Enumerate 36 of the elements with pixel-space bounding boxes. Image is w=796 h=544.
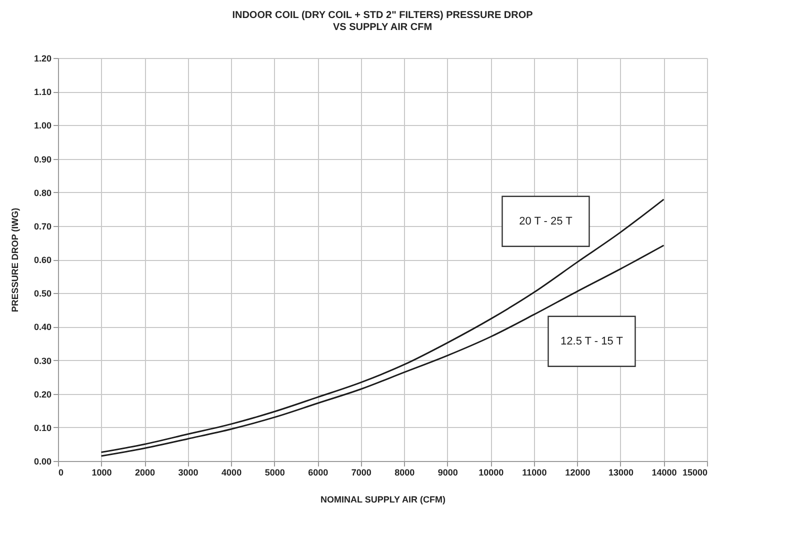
x-tick-label: 1000 xyxy=(92,468,112,478)
text: 12.5 T - 15 T xyxy=(560,335,624,348)
x-tick-label: 5000 xyxy=(264,468,285,478)
y-tick-label: 0.50 xyxy=(34,288,52,299)
chart-title: INDOOR COIL (DRY COIL + STD 2" FILTERS) PRESSURE DROP VS SUPPLY AIR CFM xyxy=(232,10,534,33)
y-tick-label: 0.20 xyxy=(34,389,52,400)
x-tick-label: 7000 xyxy=(351,468,372,478)
x-tick-label: 9000 xyxy=(438,468,458,478)
y-tick-label: 1.20 xyxy=(34,54,52,64)
y-tick-label: 1.10 xyxy=(34,87,52,98)
x-tick-label: 6000 xyxy=(308,468,328,478)
line-series xyxy=(100,244,664,457)
y-tick-label: 0.30 xyxy=(34,356,52,366)
text: 20 T - 25 T xyxy=(519,215,573,228)
x-axis-title: NOMINAL SUPPLY AIR (CFM) xyxy=(320,494,446,504)
y-axis-title: PRESSURE DROP (IWG) xyxy=(10,208,20,312)
line-series xyxy=(100,198,664,454)
y-tick-label: 0.80 xyxy=(34,188,52,198)
x-tick-label: 13000 xyxy=(608,468,634,478)
x-tick-label: 8000 xyxy=(394,468,415,478)
x-tick-label: 11000 xyxy=(522,468,547,478)
x-tick-label: 14000 xyxy=(652,468,677,478)
x-tick-label: 12000 xyxy=(565,468,590,478)
x-tick-label: 0 xyxy=(58,468,64,478)
x-tick-label: 15000 xyxy=(682,468,708,478)
y-tick-label: 0.10 xyxy=(34,422,52,433)
x-tick-label: 10000 xyxy=(478,468,504,478)
y-tick-label: 0.90 xyxy=(34,154,52,164)
y-tick-label: 1.00 xyxy=(34,120,52,131)
y-tick-label: 0.70 xyxy=(34,221,52,232)
x-tick-label: 2000 xyxy=(135,468,156,478)
y-tick-label: 0.00 xyxy=(34,456,52,466)
y-tick-label: 0.40 xyxy=(34,322,52,332)
y-tick-label: 0.60 xyxy=(34,255,52,265)
x-tick-label: 3000 xyxy=(178,468,198,478)
x-tick-label: 4000 xyxy=(222,468,242,478)
